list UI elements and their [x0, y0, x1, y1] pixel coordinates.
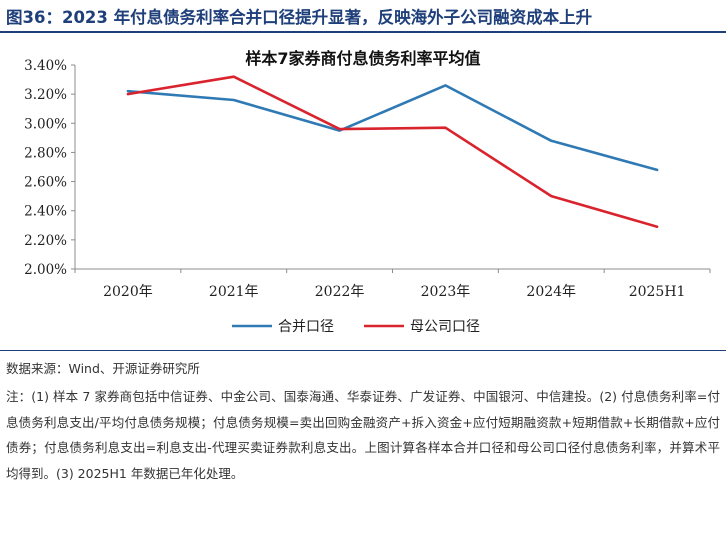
legend-label-1: 合并口径	[278, 319, 334, 335]
y-tick-label: 2.20%	[24, 233, 67, 249]
series-layer	[126, 75, 659, 228]
y-tick-label: 2.60%	[24, 175, 67, 191]
y-tick-label: 3.00%	[24, 116, 67, 132]
x-tick-label: 2024年	[526, 284, 576, 300]
series-line-1	[126, 84, 659, 172]
x-tick-label: 2020年	[103, 284, 153, 300]
chart-area: 样本7家券商付息债务利率平均值 2.00% 2.20% 2.40% 2.60% 2.80…	[0, 33, 726, 348]
title-divider	[0, 31, 726, 33]
y-tick-label: 2.80%	[24, 145, 67, 161]
series-line-2	[126, 75, 659, 228]
x-tick-label: 2023年	[421, 284, 471, 300]
y-tick-label: 2.40%	[24, 204, 67, 220]
y-tick-label: 2.00%	[24, 262, 67, 278]
y-tick-label: 3.20%	[24, 87, 67, 103]
figure-notes: 注：(1) 样本 7 家券商包括中信证券、中金公司、国泰海通、华泰证券、广发证券…	[6, 389, 720, 481]
data-source: 数据来源：Wind、开源证券研究所	[6, 361, 200, 376]
x-tick-label: 2025H1	[629, 284, 686, 300]
chart-title: 样本7家券商付息债务利率平均值	[245, 49, 480, 68]
line-chart: 样本7家券商付息债务利率平均值 2.00% 2.20% 2.40% 2.60% 2.80…	[24, 49, 711, 335]
legend: 合并口径 母公司口径	[232, 319, 480, 335]
figure-title: 图36：2023 年付息债务利率合并口径提升显著，反映海外子公司融资成本上升	[6, 8, 593, 27]
y-tick-label: 3.40%	[24, 58, 67, 74]
legend-label-2: 母公司口径	[410, 319, 480, 335]
axes: 2.00% 2.20% 2.40% 2.60% 2.80% 3.00% 3.20% 3.40%…	[24, 58, 711, 300]
bottom-divider	[0, 350, 726, 351]
x-tick-label: 2022年	[315, 284, 365, 300]
x-tick-label: 2021年	[209, 284, 259, 300]
